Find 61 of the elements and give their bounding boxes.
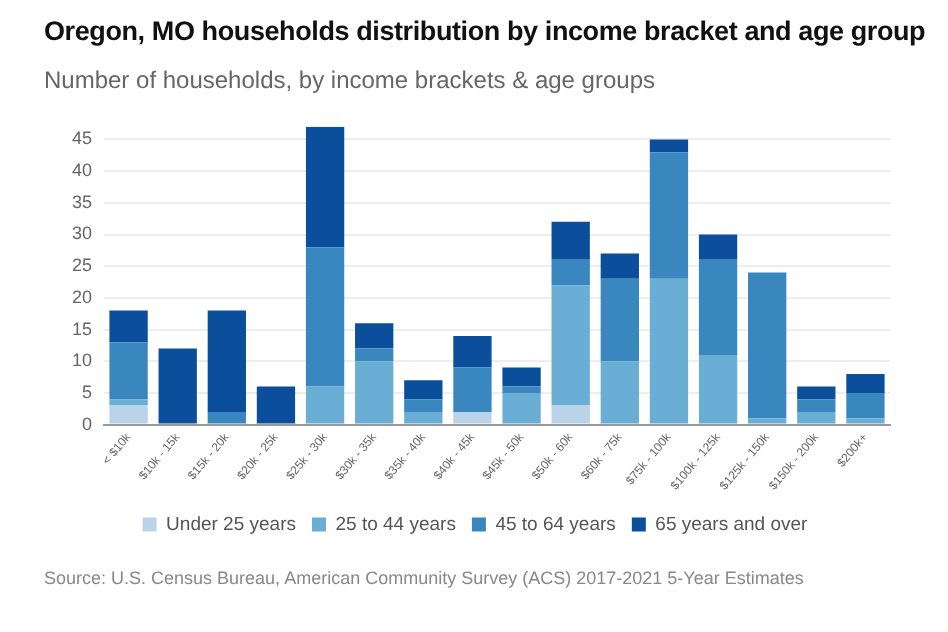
y-tick-label: 5 bbox=[81, 381, 93, 402]
y-tick-label: 35 bbox=[71, 191, 93, 212]
source-note: Source: U.S. Census Bureau, American Community Survey (ACS) 2017-2021 5-Year Estimates bbox=[44, 568, 804, 588]
bar bbox=[355, 361, 394, 424]
bar bbox=[305, 126, 345, 248]
bar bbox=[109, 399, 148, 406]
bar bbox=[551, 259, 590, 286]
legend-label: 45 to 64 years bbox=[495, 513, 617, 536]
chart-title: Oregon, MO households distribution by income bracket and age group bbox=[44, 16, 926, 46]
bar bbox=[551, 221, 590, 260]
bar bbox=[649, 139, 689, 153]
bar bbox=[404, 399, 443, 412]
bar bbox=[600, 278, 639, 362]
y-tick-label: 45 bbox=[71, 128, 93, 149]
y-tick-label: 15 bbox=[71, 318, 93, 339]
bar bbox=[698, 259, 738, 355]
legend-label: 25 to 44 years bbox=[335, 513, 457, 536]
y-tick-label: 30 bbox=[71, 223, 93, 244]
bar bbox=[256, 386, 296, 424]
bar bbox=[453, 335, 492, 368]
bar bbox=[600, 361, 639, 424]
bar bbox=[797, 411, 836, 424]
bar bbox=[453, 367, 492, 412]
bar bbox=[748, 272, 787, 419]
bar bbox=[551, 405, 590, 424]
bar bbox=[846, 418, 885, 424]
bar bbox=[698, 234, 738, 260]
bar bbox=[846, 392, 885, 419]
bar bbox=[305, 386, 345, 424]
bar bbox=[109, 405, 148, 424]
y-tick-label: 10 bbox=[71, 350, 93, 371]
bar bbox=[649, 278, 689, 424]
bar bbox=[846, 373, 885, 393]
y-tick-label: 25 bbox=[71, 255, 93, 276]
bar bbox=[453, 411, 492, 424]
bar bbox=[305, 247, 345, 387]
bar bbox=[404, 411, 443, 424]
y-tick-label: 0 bbox=[81, 413, 93, 434]
bar bbox=[109, 310, 148, 343]
bar bbox=[404, 380, 443, 400]
bar bbox=[109, 342, 148, 400]
y-tick-label: 20 bbox=[71, 286, 93, 307]
bar bbox=[355, 348, 394, 362]
bar bbox=[502, 392, 541, 424]
y-tick-label: 40 bbox=[71, 160, 93, 181]
bar bbox=[355, 323, 394, 349]
legend-label: 65 years and over bbox=[655, 513, 808, 536]
bar bbox=[797, 386, 836, 400]
bar bbox=[600, 253, 639, 279]
bar bbox=[158, 348, 197, 424]
bar bbox=[502, 386, 541, 393]
bar bbox=[748, 418, 787, 424]
bar bbox=[207, 310, 246, 412]
bar bbox=[698, 354, 738, 424]
bar bbox=[207, 411, 246, 424]
bar bbox=[551, 285, 590, 406]
legend-label: Under 25 years bbox=[166, 513, 297, 536]
chart-subtitle: Number of households, by income brackets & age groups bbox=[44, 66, 656, 94]
bar bbox=[649, 152, 689, 279]
bar bbox=[502, 367, 541, 387]
bar bbox=[797, 399, 836, 412]
